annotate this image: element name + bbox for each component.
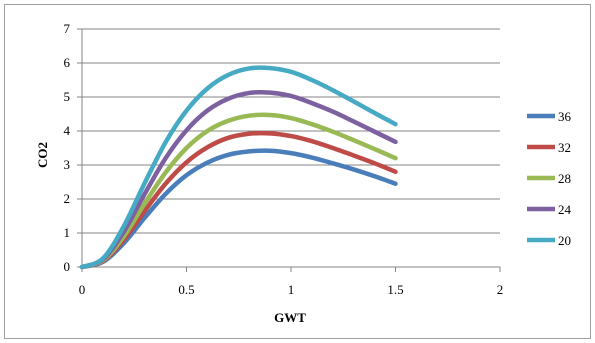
y-tick-label: 6	[64, 55, 71, 70]
x-tick-label: 0	[79, 282, 86, 297]
y-tick-label: 0	[64, 259, 71, 274]
y-tick-label: 7	[64, 21, 71, 36]
x-tick-label: 0.5	[178, 282, 194, 297]
series-lines	[79, 65, 398, 270]
series-line-32	[79, 130, 398, 270]
y-tick-label: 1	[64, 225, 71, 240]
series-line-36	[79, 148, 398, 270]
chart-frame: 0 1 2 3 4 5 6 7 0 0.5 1 1.5 2 36 32 28 24 20 GWT CO2	[4, 4, 591, 339]
legend-label-36: 36	[558, 109, 572, 124]
y-tick-label: 3	[64, 157, 71, 172]
y-tick-label: 2	[64, 191, 71, 206]
legend-label-20: 20	[558, 233, 571, 248]
x-tick-label: 1	[288, 282, 295, 297]
legend: 36 32 28 24 20	[527, 109, 572, 248]
x-tick-label: 2	[497, 282, 504, 297]
y-axis-title: CO2	[35, 142, 50, 168]
co2-line-chart: 0 1 2 3 4 5 6 7 0 0.5 1 1.5 2 36 32 28 24 20 GWT CO2	[35, 21, 572, 325]
series-line-24	[79, 89, 398, 270]
y-tick-label: 5	[64, 89, 71, 104]
axes: 0 1 2 3 4 5 6 7 0 0.5 1 1.5 2	[64, 21, 504, 297]
x-tick-label: 1.5	[387, 282, 403, 297]
legend-label-28: 28	[558, 171, 571, 186]
legend-label-24: 24	[558, 202, 572, 217]
series-line-20	[79, 65, 398, 270]
series-line-28	[79, 112, 398, 270]
legend-label-32: 32	[558, 140, 571, 155]
y-tick-label: 4	[64, 123, 71, 138]
x-axis-title: GWT	[274, 310, 306, 325]
